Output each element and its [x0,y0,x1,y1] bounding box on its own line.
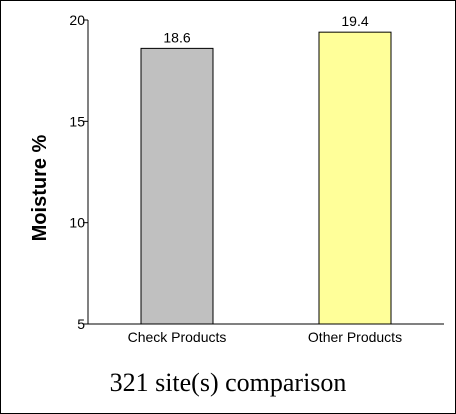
chart-caption: 321 site(s) comparison [109,368,347,397]
y-tick-label: 5 [77,316,85,332]
bar-value-label: 19.4 [341,13,368,29]
bar [140,47,214,325]
x-category-label: Other Products [308,329,402,345]
bar-value-label: 18.6 [163,29,190,45]
y-tick-label: 10 [69,215,85,231]
y-tick-label: 15 [69,113,85,129]
x-category-label: Check Products [128,329,227,345]
bar [318,31,392,325]
y-axis-label: Moisture % [29,134,51,241]
y-tick-label: 20 [69,12,85,28]
